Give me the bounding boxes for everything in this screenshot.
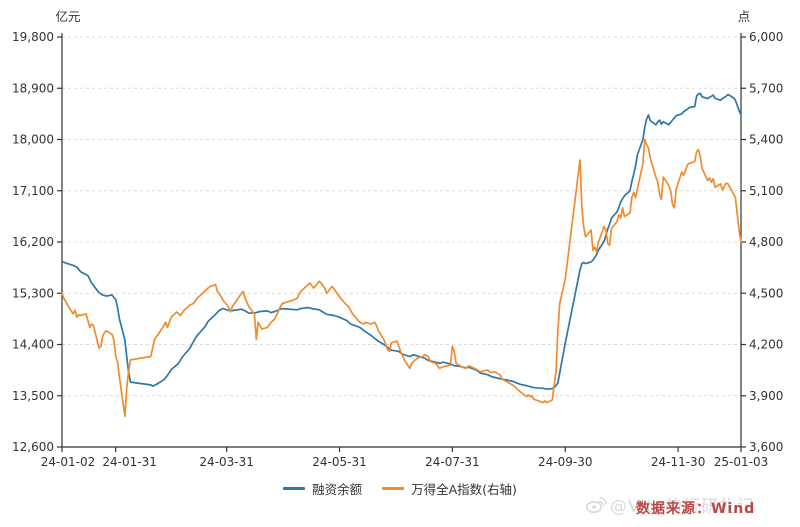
right-axis-tick-label: 4,200 xyxy=(749,338,783,352)
data-source-watermark: 数据来源：Wind xyxy=(636,501,756,517)
legend-label-margin-balance: 融资余额 xyxy=(312,481,363,497)
right-axis-tick-label: 4,500 xyxy=(749,286,783,300)
right-axis-tick-label: 5,100 xyxy=(749,184,783,198)
series-line-wind-index xyxy=(61,138,742,418)
right-axis-tick-label: 5,400 xyxy=(749,133,783,147)
left-axis-unit-label: 亿元 xyxy=(55,9,81,24)
legend-item-wind-index: 万得全A指数(右轴) xyxy=(382,479,517,498)
legend-swatch-orange-line xyxy=(382,486,405,490)
x-axis-tick-label: 24-07-31 xyxy=(425,455,479,469)
right-axis-tick-labels: 3,600 3,900 4,200 4,500 4,800 5,100 5,400 5,700… xyxy=(749,30,783,454)
x-axis-tick-labels: 24-01-02 24-01-31 24-03-31 24-05-31 24-07-31… xyxy=(41,455,768,469)
left-axis-tick-label: 15,300 xyxy=(12,286,54,300)
right-axis-tick-label: 3,600 xyxy=(749,440,783,454)
x-axis-tick-label: 24-05-31 xyxy=(312,455,366,469)
right-axis-unit-label: 点 xyxy=(737,9,751,24)
left-axis-tick-label: 18,900 xyxy=(12,81,54,95)
gridlines xyxy=(62,36,741,397)
weibo-account-text: @Vito的行研札记 xyxy=(610,497,756,517)
left-axis-tick-label: 13,500 xyxy=(12,389,54,403)
left-axis-tick-label: 19,800 xyxy=(12,30,54,44)
legend: 融资余额 万得全A指数(右轴) xyxy=(0,478,800,498)
series-line-margin-balance xyxy=(61,92,742,391)
right-axis-tick-label: 4,800 xyxy=(749,235,783,249)
legend-item-margin-balance: 融资余额 xyxy=(283,479,362,498)
legend-label-wind-index: 万得全A指数(右轴) xyxy=(411,481,517,497)
left-axis-tick-label: 12,600 xyxy=(12,440,54,454)
legend-swatch-blue-line xyxy=(283,486,306,490)
weibo-logo-icon xyxy=(586,496,607,513)
right-axis-tick-label: 6,000 xyxy=(749,30,783,44)
x-axis-tick-label: 24-03-31 xyxy=(199,455,253,469)
left-axis-tick-label: 14,400 xyxy=(12,338,54,352)
x-axis-tick-label: 24-01-02 xyxy=(41,455,95,469)
x-axis-tick-label: 24-09-30 xyxy=(538,455,592,469)
x-axis-tick-label: 25-01-03 xyxy=(714,455,768,469)
left-axis-tick-label: 17,100 xyxy=(12,184,54,198)
right-axis-tick-label: 5,700 xyxy=(749,81,783,95)
left-axis-tick-labels: 12,600 13,500 14,400 15,300 16,200 17,100 18,0… xyxy=(12,30,54,454)
left-axis-tick-label: 16,200 xyxy=(12,235,54,249)
x-axis-tick-label: 24-11-30 xyxy=(651,455,705,469)
left-axis-tick-label: 18,000 xyxy=(12,133,54,147)
weibo-watermark: @Vito的行研札记 xyxy=(585,492,755,517)
x-axis-tick-label: 24-01-31 xyxy=(102,455,156,469)
right-axis-tick-label: 3,900 xyxy=(749,389,783,403)
